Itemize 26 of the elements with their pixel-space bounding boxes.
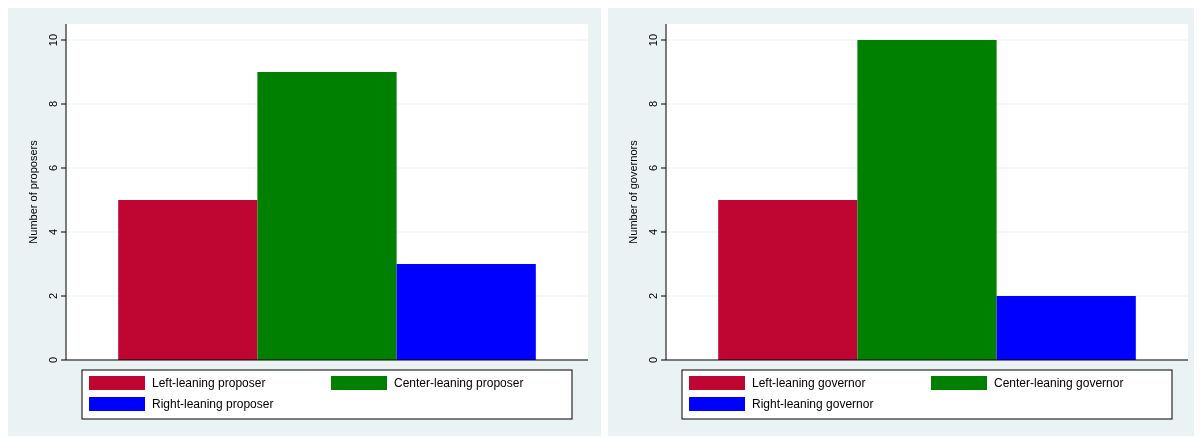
legend-label: Right-leaning governor xyxy=(752,397,874,411)
y-tick-label: 8 xyxy=(647,100,659,108)
y-tick-label: 6 xyxy=(647,164,659,172)
bar xyxy=(396,264,536,360)
legend-label: Left-leaning proposer xyxy=(152,376,266,390)
y-tick-label: 10 xyxy=(47,33,59,47)
legend-label: Center-leaning governor xyxy=(994,376,1124,390)
y-tick-label: 4 xyxy=(647,228,659,236)
y-tick-label: 8 xyxy=(47,100,59,108)
bar xyxy=(118,200,258,360)
y-tick-label: 10 xyxy=(647,33,659,47)
bar xyxy=(718,200,858,360)
bar xyxy=(996,296,1136,360)
y-tick-label: 2 xyxy=(47,292,59,300)
y-axis-title: Number of governors xyxy=(627,139,639,244)
y-tick-label: 0 xyxy=(647,356,659,364)
legend-label: Right-leaning proposer xyxy=(152,397,274,411)
y-tick-label: 4 xyxy=(47,228,59,236)
legend-label: Center-leaning proposer xyxy=(394,376,524,390)
y-tick-label: 0 xyxy=(47,356,59,364)
bar xyxy=(257,72,397,360)
legend-label: Left-leaning governor xyxy=(752,376,866,390)
y-tick-label: 2 xyxy=(647,292,659,300)
y-axis-title: Number of proposers xyxy=(27,139,39,244)
y-tick-label: 6 xyxy=(47,164,59,172)
bar xyxy=(857,40,997,360)
